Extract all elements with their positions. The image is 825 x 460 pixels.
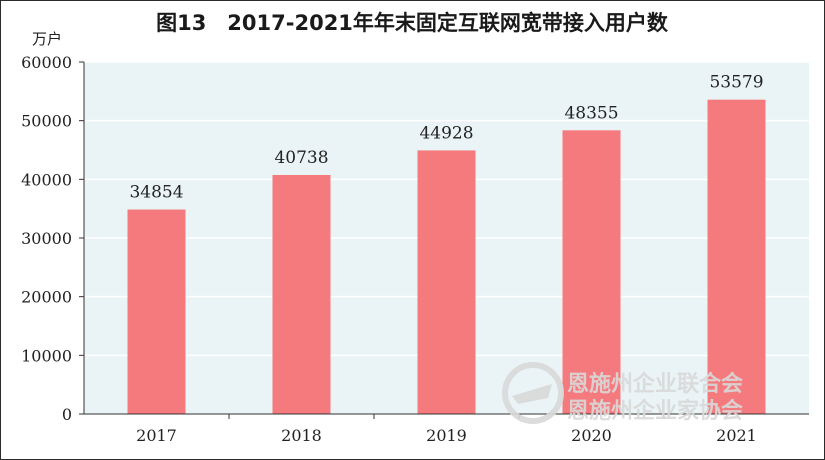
data-label-2021: 53579 [709,73,763,93]
data-label-2017: 34854 [129,183,183,203]
bar-2017 [127,209,186,414]
watermark: 恩施州企业联合会 恩施州企业家协会 [502,362,743,424]
bar-2021 [707,99,766,415]
enterprise-association-logo-icon [502,362,564,424]
axes [79,61,809,419]
y-tick-label-40000: 40000 [21,170,72,189]
chart-title: 图13 2017-2021年年末固定互联网宽带接入用户数 [156,11,669,35]
bar-2018 [272,175,331,414]
y-tick-label-30000: 30000 [21,229,72,248]
labels: 0 10000 20000 30000 40000 50000 60000 34854 2017… [21,53,763,445]
data-label-2019: 44928 [419,123,473,143]
y-tick-label-50000: 50000 [21,112,72,131]
watermark-line-1: 恩施州企业联合会 [567,371,743,397]
y-tick-label-20000: 20000 [21,288,72,307]
x-tick-label-2018: 2018 [281,426,322,445]
data-label-2020: 48355 [564,103,618,123]
bar-2019 [417,150,476,414]
watermark-line-2: 恩施州企业家协会 [567,398,743,424]
bar-2020 [562,130,621,415]
data-label-2018: 40738 [274,148,328,168]
x-tick-label-2017: 2017 [136,426,177,445]
y-tick-label-60000: 60000 [21,53,72,72]
x-tick-label-2019: 2019 [426,426,467,445]
y-tick-label-10000: 10000 [21,346,72,365]
x-tick-label-2020: 2020 [571,426,612,445]
y-axis-unit-label: 万户 [32,30,62,48]
y-tick-label-0: 0 [62,405,72,424]
bars [127,99,766,415]
x-tick-label-2021: 2021 [716,426,757,445]
